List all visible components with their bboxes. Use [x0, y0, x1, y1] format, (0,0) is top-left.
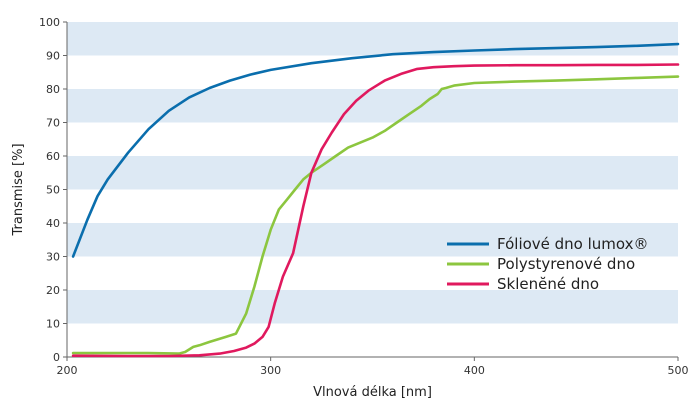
y-tick-label: 30	[46, 251, 60, 264]
y-tick-label: 20	[46, 284, 60, 297]
legend-label-2: Sklenĕné dno	[497, 275, 599, 293]
y-tick-label: 40	[46, 217, 60, 230]
y-tick-label: 50	[46, 184, 60, 197]
x-axis-title: Vlnová délka [nm]	[313, 385, 432, 400]
grid-band	[67, 256, 678, 290]
series-lines	[71, 42, 680, 358]
legend-label-1: Polystyrenové dno	[497, 255, 635, 273]
x-tick-label: 200	[57, 364, 78, 377]
y-tick-label: 80	[46, 83, 60, 96]
grid-band	[67, 290, 678, 324]
x-tick-label: 400	[464, 364, 485, 377]
y-tick-label: 100	[39, 16, 60, 29]
grid-band	[67, 323, 678, 357]
series-line-1	[71, 75, 680, 355]
tick-labels: 0 10 20 30 40 50 60 70 80 90 100 200 300 400 500	[39, 16, 689, 377]
x-tick-label: 500	[668, 364, 689, 377]
grid-band	[67, 122, 678, 156]
legend: Fóliové dno lumox® Polystyrenové dno Sklen…	[447, 235, 649, 293]
grid-band	[67, 22, 678, 56]
y-axis-title: Transmise [%]	[11, 143, 26, 236]
grid-band	[67, 55, 678, 89]
series-line-0	[71, 42, 680, 258]
y-tick-label: 60	[46, 150, 60, 163]
grid-band	[67, 189, 678, 223]
x-tick-label: 300	[260, 364, 281, 377]
y-tick-label: 10	[46, 318, 60, 331]
grid-band	[67, 223, 678, 257]
legend-label-0: Fóliové dno lumox®	[497, 235, 649, 253]
y-tick-label: 90	[46, 50, 60, 63]
series-line-2	[71, 63, 680, 358]
y-tick-label: 0	[53, 351, 60, 364]
grid-band	[67, 89, 678, 123]
grid-bands	[67, 22, 678, 357]
grid-band	[67, 156, 678, 190]
y-tick-label: 70	[46, 117, 60, 130]
